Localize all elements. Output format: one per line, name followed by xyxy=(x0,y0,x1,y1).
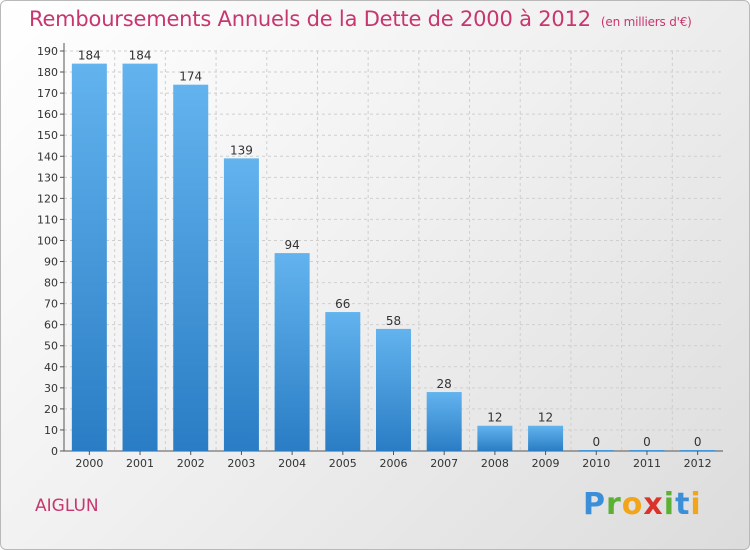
logo-letter: o xyxy=(621,487,644,522)
data-label: 94 xyxy=(284,238,299,252)
y-tick-label: 10 xyxy=(44,424,58,437)
logo-letter: r xyxy=(606,487,622,522)
bar xyxy=(376,328,411,451)
y-tick-label: 160 xyxy=(37,108,58,121)
data-label: 12 xyxy=(487,411,502,425)
bar xyxy=(426,392,462,451)
y-tick-label: 190 xyxy=(37,45,58,58)
y-tick-label: 140 xyxy=(37,150,58,163)
x-tick-label: 2003 xyxy=(227,457,255,470)
x-tick-label: 2002 xyxy=(177,457,205,470)
data-labels: 184 184 174 139 94 66 58 28 12 12 0 0 0 xyxy=(78,49,702,449)
logo-letter: t xyxy=(675,487,691,522)
bar xyxy=(71,63,107,451)
bar xyxy=(477,425,513,451)
bar xyxy=(173,84,209,452)
y-tick-label: 70 xyxy=(44,298,58,311)
data-label: 0 xyxy=(643,435,651,449)
x-tick-label: 2012 xyxy=(684,457,712,470)
y-tick-label: 150 xyxy=(37,129,58,142)
y-tick-label: 120 xyxy=(37,192,58,205)
y-tick-label: 30 xyxy=(44,382,58,395)
x-tick-label: 2008 xyxy=(481,457,509,470)
bar xyxy=(680,450,716,451)
bar xyxy=(223,158,259,452)
chart-title-text: Remboursements Annuels de la Dette de 20… xyxy=(29,7,591,31)
y-tick-label: 100 xyxy=(37,234,58,247)
data-label: 58 xyxy=(386,314,401,328)
logo-letter: x xyxy=(643,487,664,522)
y-tick-label: 110 xyxy=(37,213,58,226)
x-tick-label: 2004 xyxy=(278,457,306,470)
y-tick-label: 130 xyxy=(37,171,58,184)
x-tick-label: 2011 xyxy=(633,457,661,470)
y-tick-label: 170 xyxy=(37,87,58,100)
x-tick-label: 2010 xyxy=(582,457,610,470)
bar xyxy=(122,63,158,451)
bars xyxy=(71,63,716,452)
commune-name: AIGLUN xyxy=(35,496,99,516)
bar xyxy=(325,312,361,451)
bar xyxy=(629,450,665,451)
logo-letter: P xyxy=(583,487,606,522)
data-label: 12 xyxy=(538,411,553,425)
data-label: 28 xyxy=(437,377,452,391)
chart-title: Remboursements Annuels de la Dette de 20… xyxy=(29,7,692,31)
bar xyxy=(528,425,564,451)
data-label: 139 xyxy=(230,143,253,157)
y-tick-label: 50 xyxy=(44,340,58,353)
y-tick-label: 40 xyxy=(44,361,58,374)
data-label: 0 xyxy=(592,435,600,449)
y-tick-labels: 0 10 20 30 40 50 60 70 80 90 100 110 120 130 140 150 160… xyxy=(37,45,58,458)
x-tick-label: 2006 xyxy=(380,457,408,470)
data-label: 184 xyxy=(78,49,101,63)
x-tick-label: 2007 xyxy=(430,457,458,470)
y-tick-label: 0 xyxy=(51,445,58,458)
data-label: 184 xyxy=(129,49,152,63)
x-tick-label: 2001 xyxy=(126,457,154,470)
bar xyxy=(274,253,310,451)
y-tick-label: 180 xyxy=(37,66,58,79)
x-tick-label: 2000 xyxy=(75,457,103,470)
y-tick-label: 20 xyxy=(44,403,58,416)
y-tick-label: 80 xyxy=(44,277,58,290)
data-label: 174 xyxy=(179,70,202,84)
bar xyxy=(578,450,614,451)
data-label: 66 xyxy=(335,297,350,311)
logo-letter: i xyxy=(690,487,702,522)
logo-letter: i xyxy=(663,487,676,522)
y-tick-label: 60 xyxy=(44,319,58,332)
x-tick-labels: 2000 2001 2002 2003 2004 2005 2006 2007 2008 2009… xyxy=(75,457,711,470)
x-tick-label: 2009 xyxy=(532,457,560,470)
chart-unit-label: (en milliers d'€) xyxy=(600,15,692,29)
y-tick-label: 90 xyxy=(44,256,58,269)
proxiti-logo: Proxiti xyxy=(583,487,702,522)
x-tick-label: 2005 xyxy=(329,457,357,470)
data-label: 0 xyxy=(694,435,702,449)
